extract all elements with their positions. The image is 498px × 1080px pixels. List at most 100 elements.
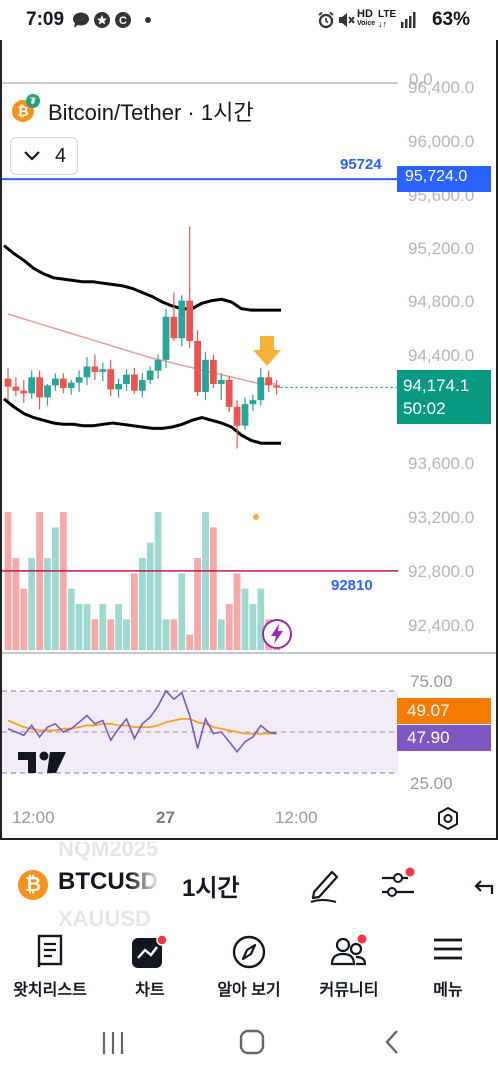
current-price: 94,174.1 bbox=[403, 376, 470, 395]
volume-bar bbox=[36, 512, 43, 650]
volume-bar bbox=[123, 619, 130, 650]
horizontal-line-upper-tag[interactable]: 95724 bbox=[340, 156, 382, 173]
nav-community[interactable]: 커뮤니티 bbox=[299, 926, 399, 1008]
recent-apps-icon[interactable] bbox=[100, 1030, 126, 1056]
bitcoin-logo-icon: ₿ ₮ bbox=[12, 94, 40, 122]
time-axis-label: 12:00 bbox=[12, 808, 55, 827]
price-axis-label: 96,000.0 bbox=[408, 132, 475, 151]
horizontal-line-lower-tag[interactable]: 92810 bbox=[331, 577, 373, 594]
nav-chart[interactable]: 차트 bbox=[100, 926, 200, 1008]
time-axis-label: 27 bbox=[156, 808, 175, 827]
candle-body bbox=[265, 377, 273, 386]
nav-label: 커뮤니티 bbox=[319, 982, 379, 999]
c-badge-icon: C bbox=[115, 12, 131, 28]
status-bar: 7:09 C HD Voice LTE ↓↑ 63% bbox=[0, 0, 498, 40]
volume-bar bbox=[52, 527, 59, 650]
candle-body bbox=[257, 377, 265, 401]
volume-bar bbox=[146, 542, 154, 650]
price-axis-label: 92,400.0 bbox=[408, 616, 475, 635]
hamburger-icon bbox=[434, 938, 462, 960]
volume-bar bbox=[131, 573, 138, 650]
candle-countdown: 50:02 bbox=[403, 399, 446, 418]
volume-bar bbox=[249, 604, 257, 650]
candle-body bbox=[83, 366, 91, 378]
symbol-toolbar: NQM2025 XAUUSD ₿ BTCUSDT 1시간 bbox=[0, 842, 498, 926]
bottom-navigation: 왓치리스트 차트 알아 보기 커뮤니티 메뉴 bbox=[0, 926, 498, 1008]
candle-body bbox=[178, 300, 186, 339]
rsi-level-label-upper: 75.00 bbox=[410, 672, 453, 691]
volume-bar bbox=[170, 619, 178, 650]
dot-icon bbox=[145, 17, 151, 23]
candle-body bbox=[99, 369, 107, 372]
candle-body bbox=[273, 385, 280, 388]
down-arrow-marker-icon bbox=[253, 336, 281, 366]
star-badge-icon bbox=[94, 12, 110, 28]
nav-menu[interactable]: 메뉴 bbox=[398, 926, 498, 1008]
nav-explore[interactable]: 알아 보기 bbox=[199, 926, 299, 1008]
volume-bar bbox=[59, 512, 67, 650]
chart-area[interactable] bbox=[0, 40, 498, 840]
volume-bar bbox=[202, 512, 209, 650]
volume-bar bbox=[178, 573, 186, 650]
hd-voice-icon: HD Voice bbox=[357, 8, 376, 28]
nav-label: 차트 bbox=[135, 982, 165, 999]
candle-body bbox=[107, 369, 115, 390]
nav-label: 알아 보기 bbox=[217, 982, 281, 999]
price-chart[interactable] bbox=[2, 40, 496, 838]
price-axis-label: 94,400.0 bbox=[408, 346, 475, 365]
candle-body bbox=[241, 404, 249, 426]
tradingview-logo-icon bbox=[18, 751, 66, 773]
candle-body bbox=[20, 390, 28, 394]
volume-bar bbox=[138, 558, 146, 650]
candle-body bbox=[194, 340, 201, 393]
price-axis-label: 93,600.0 bbox=[408, 454, 475, 473]
candle-body bbox=[249, 400, 257, 405]
drawing-tools-pen-icon[interactable] bbox=[306, 864, 342, 904]
time-axis-label: 12:00 bbox=[275, 808, 318, 827]
band-lower-line bbox=[3, 397, 281, 445]
community-icon bbox=[330, 934, 367, 966]
volume-bar bbox=[194, 558, 201, 650]
candle-body bbox=[233, 406, 241, 426]
chart-icon bbox=[132, 934, 168, 968]
volume-bar bbox=[257, 588, 265, 650]
candle-body bbox=[75, 377, 83, 383]
candle-body bbox=[202, 359, 209, 393]
band-upper-line bbox=[3, 244, 281, 312]
price-axis-label: 92,800.0 bbox=[408, 562, 475, 581]
horizontal-line-upper-price-box[interactable]: 95,724.0 bbox=[397, 166, 491, 192]
undo-arrow-icon[interactable] bbox=[470, 872, 498, 900]
candle-body bbox=[123, 374, 130, 384]
nav-watchlist[interactable]: 왓치리스트 bbox=[0, 926, 100, 1008]
indicator-collapse-toggle[interactable]: 4 bbox=[10, 137, 78, 175]
symbol-scroll-ghost: XAUUSD bbox=[58, 906, 151, 926]
lightning-icon[interactable] bbox=[261, 618, 293, 650]
rsi-ma-value-box: 49.07 bbox=[397, 698, 491, 724]
volume-bar bbox=[107, 619, 115, 650]
volume-bar bbox=[91, 619, 99, 650]
candle-body bbox=[146, 370, 154, 380]
rsi-value-box: 47.90 bbox=[397, 725, 491, 751]
volume-bar bbox=[210, 527, 217, 650]
price-axis-label: 96,400.0 bbox=[408, 78, 475, 97]
volume-bar bbox=[162, 619, 170, 650]
candle-body bbox=[36, 377, 43, 398]
chevron-down-icon bbox=[24, 151, 40, 161]
volume-bar bbox=[99, 604, 107, 650]
volume-bar bbox=[225, 604, 233, 650]
candle-body bbox=[4, 378, 12, 387]
volume-bar bbox=[4, 512, 12, 650]
rsi-level-label-lower: 25.00 bbox=[410, 774, 453, 793]
interval-button[interactable]: 1시간 bbox=[182, 875, 240, 902]
home-icon[interactable] bbox=[238, 1028, 266, 1056]
chart-settings-icon[interactable] bbox=[436, 806, 460, 832]
candle-body bbox=[170, 316, 178, 339]
candle-body bbox=[44, 385, 51, 398]
back-icon[interactable] bbox=[382, 1028, 402, 1056]
chart-legend[interactable]: ₿ ₮ Bitcoin/Tether · 1시간 bbox=[12, 94, 254, 126]
volume-bar bbox=[154, 512, 162, 650]
signal-dot bbox=[253, 514, 259, 520]
symbol-scroll-ghost: NQM2025 bbox=[58, 842, 159, 861]
indicators-sliders-icon[interactable] bbox=[378, 866, 418, 902]
candle-body bbox=[138, 379, 146, 391]
